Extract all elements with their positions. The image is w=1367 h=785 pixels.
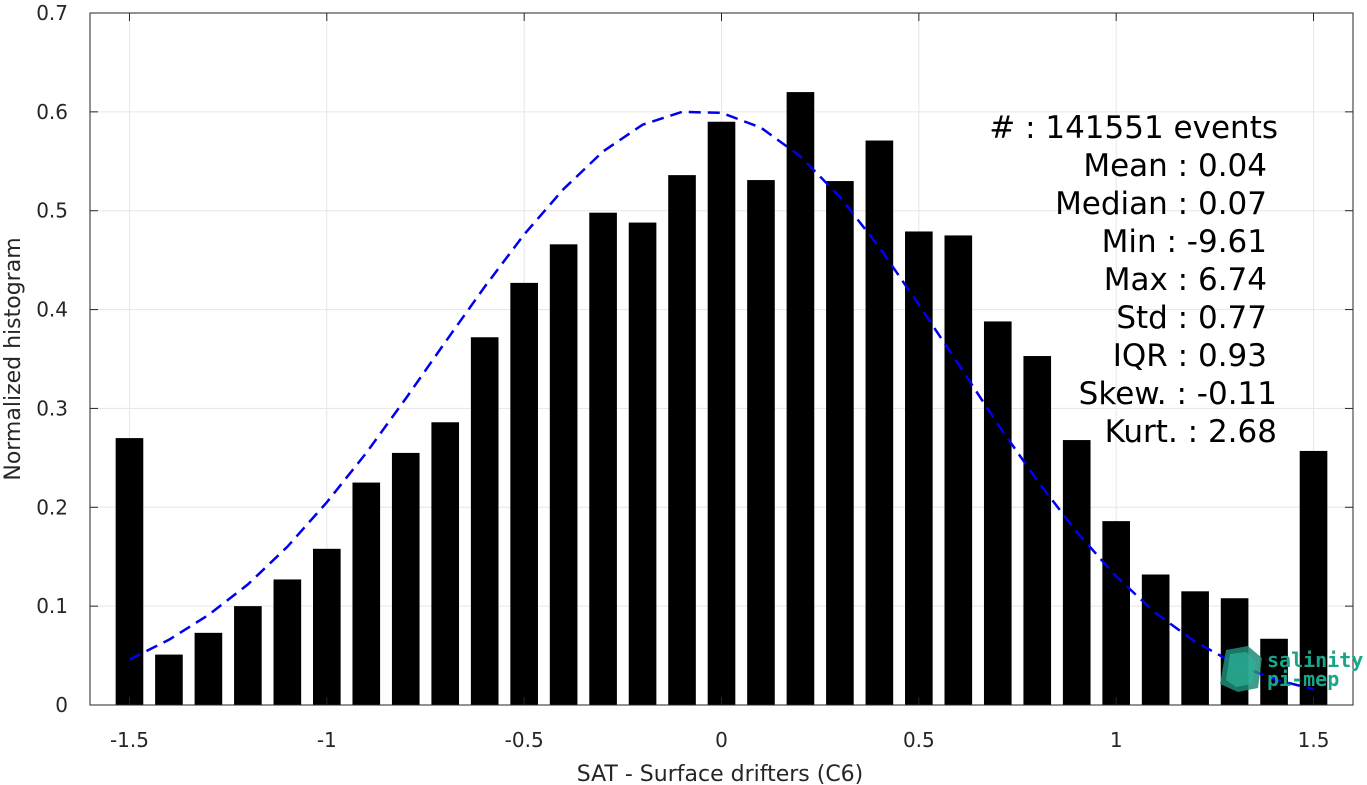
- y-tick-label: 0.5: [36, 199, 68, 223]
- histogram-bar: [234, 606, 262, 705]
- x-tick-label: -1.5: [110, 728, 149, 752]
- logo-cube-face-icon: [1226, 652, 1256, 687]
- x-tick-label: -1: [317, 728, 337, 752]
- histogram-bar: [391, 452, 420, 705]
- stat-mean: Mean : 0.04: [1083, 148, 1267, 184]
- stat-skew: Skew. : -0.11: [1079, 376, 1277, 412]
- histogram-bar: [1102, 521, 1131, 705]
- statistics-box: # : 141551 events Mean : 0.04 Median : 0…: [989, 110, 1278, 450]
- y-tick-label: 0: [55, 693, 68, 717]
- histogram-bar: [312, 548, 341, 705]
- histogram-bar: [786, 92, 815, 706]
- histogram-bar: [1062, 440, 1091, 705]
- y-axis-ticks: 0 0.1 0.2 0.3 0.4 0.5 0.6 0.7: [36, 1, 1353, 717]
- x-tick-label: -0.5: [505, 728, 544, 752]
- histogram-bar: [1299, 450, 1328, 705]
- x-tick-label: 0: [715, 728, 728, 752]
- histogram-bar: [1260, 638, 1288, 705]
- histogram-bar: [115, 438, 144, 705]
- histogram-bar: [155, 654, 183, 705]
- y-tick-label: 0.7: [36, 1, 68, 25]
- y-axis-label: Normalized histogram: [1, 237, 26, 480]
- y-tick-label: 0.4: [36, 298, 68, 322]
- gaussian-fit: [128, 110, 1314, 691]
- stat-kurt: Kurt. : 2.68: [1105, 414, 1277, 450]
- histogram-bar: [944, 235, 973, 705]
- x-tick-label: 1.5: [1298, 728, 1330, 752]
- x-tick-label: 1: [1110, 728, 1123, 752]
- histogram-bar: [668, 175, 696, 705]
- stat-iqr: IQR : 0.93: [1113, 338, 1267, 374]
- histogram-bar: [983, 321, 1012, 705]
- histogram-bar: [1023, 356, 1052, 705]
- histogram-bar: [865, 140, 894, 706]
- histogram-bar: [747, 180, 775, 705]
- histogram-bar: [273, 579, 302, 705]
- stat-median: Median : 0.07: [1055, 186, 1267, 222]
- fit-curve-line: [128, 110, 1314, 691]
- y-tick-label: 0.3: [36, 396, 68, 420]
- logo-text-salinity: salinity: [1267, 648, 1363, 672]
- y-tick-label: 0.6: [36, 100, 68, 124]
- histogram-bar: [431, 422, 460, 705]
- histogram-bar: [826, 181, 854, 706]
- histogram-bar: [905, 231, 933, 705]
- histogram-bar: [628, 222, 657, 705]
- histogram-bar: [194, 632, 223, 705]
- histogram-bar: [707, 121, 736, 705]
- x-axis-ticks: -1.5 -1 -0.5 0 0.5 1 1.5: [110, 13, 1329, 752]
- stat-events: # : 141551 events: [989, 110, 1278, 146]
- histogram-bar: [1141, 574, 1170, 705]
- stat-std: Std : 0.77: [1116, 300, 1267, 336]
- logo-text-pimep: pi-mep: [1267, 667, 1339, 691]
- histogram-bar: [470, 337, 499, 705]
- histogram-bar: [352, 482, 381, 705]
- y-tick-label: 0.1: [36, 594, 68, 618]
- histogram-bars: [115, 92, 1328, 706]
- salinity-pimep-logo: salinity pi-mep: [1220, 646, 1363, 692]
- histogram-bar: [510, 282, 538, 705]
- histogram-bar: [549, 244, 578, 705]
- x-tick-label: 0.5: [903, 728, 935, 752]
- stat-max: Max : 6.74: [1104, 262, 1267, 298]
- x-axis-label: SAT - Surface drifters (C6): [577, 762, 864, 785]
- histogram-bar: [589, 212, 617, 706]
- stat-min: Min : -9.61: [1102, 224, 1267, 260]
- y-tick-label: 0.2: [36, 495, 68, 519]
